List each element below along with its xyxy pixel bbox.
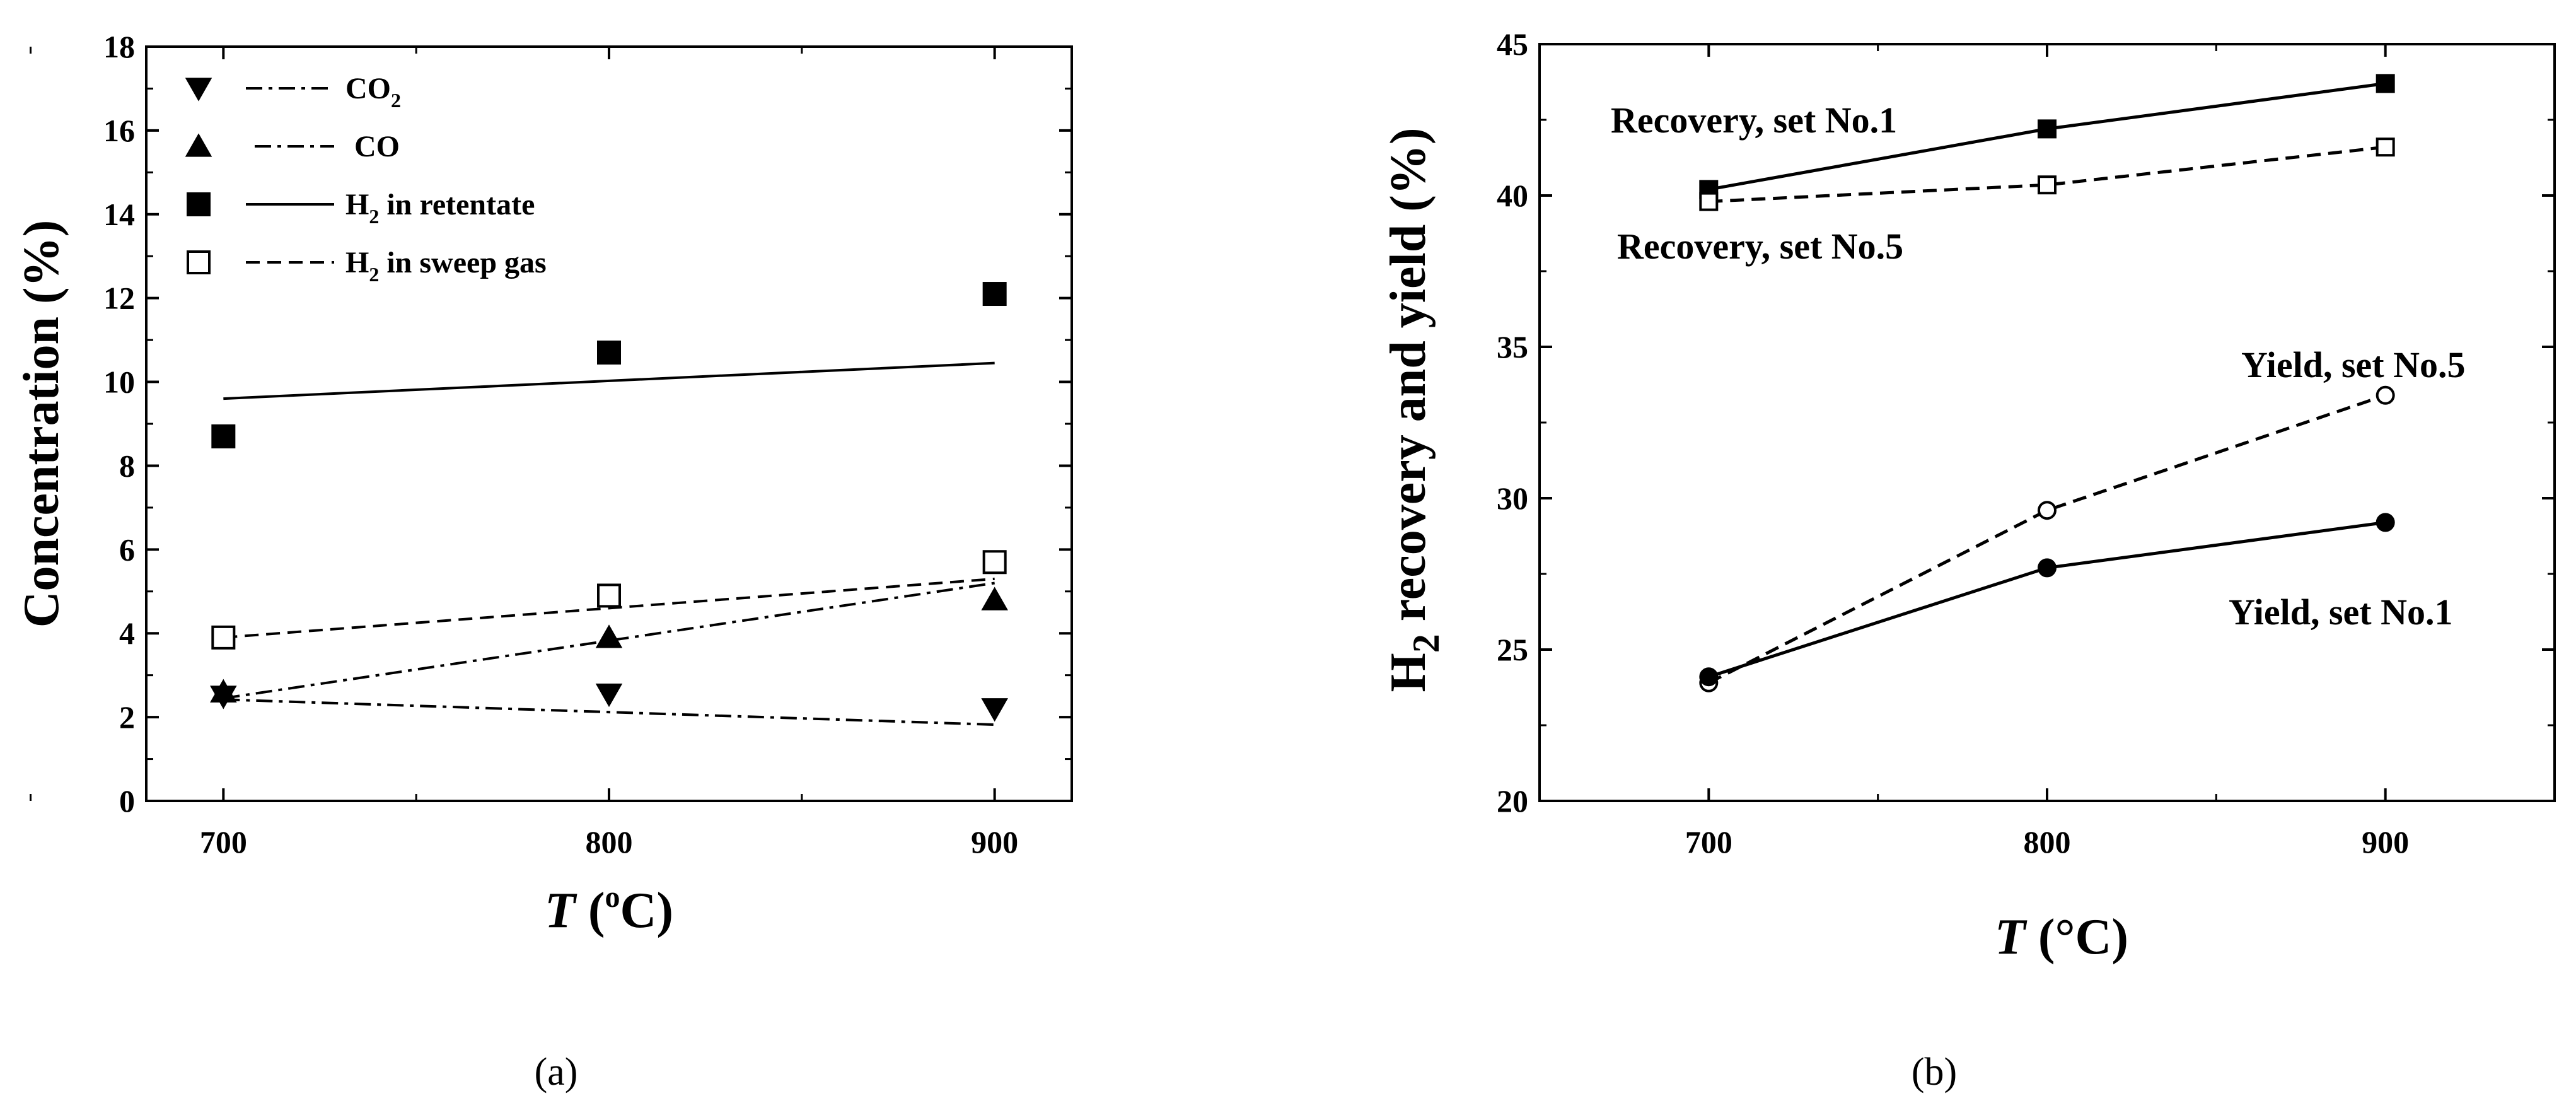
panel-b-point-yield-set-no-5 [2376,385,2395,405]
panel-b-y-tick-label: 20 [1497,783,1528,819]
panel-a-y-tick-label: 4 [119,616,135,651]
panel-b-label: (b) [1912,1051,1957,1094]
panel-a-y-tick-label: 6 [119,532,135,567]
panel-b-point-yield-set-no-1 [2376,513,2395,532]
legend-label-rest: in retentate [379,188,535,221]
panel-a-x-tick-label: 900 [971,824,1018,860]
panel-a-y-tick-label: 18 [103,29,135,64]
panel-a-x-axis-label: T (oC) [545,880,673,938]
panel-a-point-co [981,587,1008,610]
panel-a-point-h2-in-retentate [211,424,236,448]
panel-b-annotation-yield-set-no-5: Yield, set No.5 [2241,344,2465,385]
panel-a-legend-marker-h2-in-sweep-gas [187,250,211,274]
panel-b-point-yield-set-no-1 [2038,558,2057,578]
panel-a-ticks: 700 800 900 0 2 4 6 8 10 12 14 16 18 [30,29,1072,860]
panel-a-point-h2-in-retentate [597,341,621,365]
panel-b-y-tick-label: 30 [1497,481,1528,516]
panel-a-point-h2-in-sweep-gas [597,583,621,608]
panel-b-x-tick-label: 900 [2362,824,2409,860]
panel-a-fit-line-co2 [223,698,995,727]
legend-label-subscript: 2 [369,263,379,286]
panel-a-x-tick-label: 800 [586,824,633,860]
panel-b-recovery-yield-chart: 700 800 900 20 25 30 35 40 45 Recovery, set No.1… [1381,26,2556,1094]
panel-b-annotation-yield-set-no-1: Yield, set No.1 [2229,592,2452,633]
panel-b-y-tick-label: 25 [1497,632,1528,667]
panel-b-annotation-recovery-set-no-5: Recovery, set No.5 [1617,226,1903,267]
panel-a-legend-marker-h2-in-retentate [187,192,211,216]
panel-a-y-axis-label: Concentration (%) [14,220,69,628]
panel-a-fit-line-h2-in-sweep-gas [223,577,995,639]
panel-b-x-tick-label: 800 [2024,824,2071,860]
panel-b-point-recovery-set-no-1 [2376,74,2395,93]
panel-a-markers [210,282,1008,722]
panel-b-x-axis-label: T (°C) [1995,909,2128,965]
panel-b-x-tick-label: 700 [1685,824,1732,860]
panel-a-y-tick-label: 0 [119,783,135,819]
panel-a-point-h2-in-sweep-gas [211,625,236,650]
panel-a-y-tick-label: 14 [103,197,135,232]
panel-a-point-co [595,624,623,648]
panel-a-point-h2-in-retentate [982,282,1007,306]
legend-label-main: CO [345,72,391,105]
panel-a-x-tick-label: 700 [200,824,247,860]
panel-b-y-tick-label: 40 [1497,178,1528,213]
panel-a-y-tick-label: 16 [103,113,135,148]
panel-a-y-tick-label: 8 [119,448,135,483]
legend-label-subscript: 2 [369,205,379,228]
panel-a-fit-line-h2-in-retentate [223,361,995,400]
panel-b-y-axis-label: H2 recovery and yield (%) [1381,127,1447,692]
panel-a-y-tick-label: 2 [119,699,135,735]
panel-a-y-tick-label: 12 [103,281,135,316]
panel-b-annotation-recovery-set-no-1: Recovery, set No.1 [1611,100,1897,141]
panel-a-legend-label-h2-in-retentate: H2 in retentate [345,188,535,228]
panel-a-label: (a) [535,1051,578,1094]
panel-a-legend-label-co: CO [354,130,400,163]
panel-b-plot-frame [1538,43,2556,802]
panel-b-markers [1699,74,2395,692]
panel-b-point-recovery-set-no-5 [2376,137,2395,157]
panel-a-point-co [210,679,237,703]
panel-b-y-tick-label: 35 [1497,329,1528,365]
legend-label-main: H [345,246,369,279]
panel-b-point-yield-set-no-1 [1699,667,1719,687]
legend-label-main: H [345,188,369,221]
legend-label-rest: in sweep gas [379,246,546,279]
panel-b-point-recovery-set-no-5 [2038,175,2057,195]
panel-a-legend-marker-co [185,133,212,157]
panel-b-point-recovery-set-no-5 [1699,192,1719,211]
panel-a-fit-lines [223,361,995,727]
panel-a-y-tick-label: 10 [103,365,135,400]
panel-a-point-co2 [981,698,1008,722]
legend-label-main: CO [354,130,400,163]
panel-a-legend-label-h2-in-sweep-gas: H2 in sweep gas [345,246,547,286]
panel-a-point-h2-in-sweep-gas [982,550,1007,575]
panel-b-point-recovery-set-no-1 [2038,119,2057,139]
legend-label-subscript: 2 [391,89,401,112]
panel-b-annotations: Recovery, set No.1 Recovery, set No.5 Yiel… [1611,100,2465,633]
panel-b-line-recovery-set-no-5 [1709,145,2386,204]
panel-a-point-co2 [595,683,623,708]
panel-b-y-tick-label: 45 [1497,26,1528,62]
panel-b-point-yield-set-no-5 [2038,501,2057,520]
panel-a-legend-label-co2: CO2 [345,72,401,112]
panel-b-ticks: 700 800 900 20 25 30 35 40 45 [1497,26,2556,860]
panel-a-legend-marker-co2 [185,78,212,102]
panel-b-line-yield-set-no-5 [1708,394,2386,685]
